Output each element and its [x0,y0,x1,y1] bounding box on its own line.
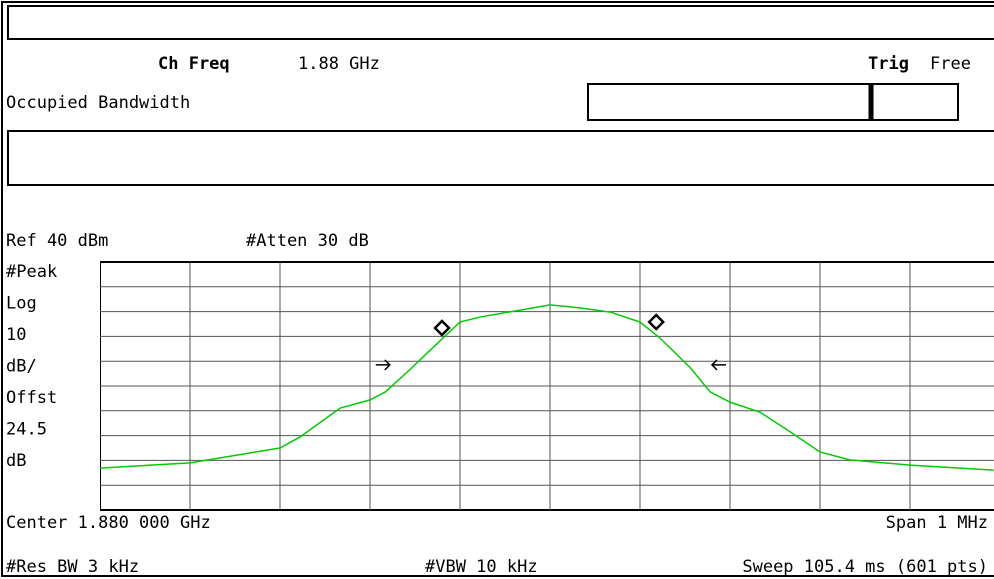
scale-info: 10 [6,325,26,345]
scale-info: 24.5 [6,420,47,440]
vbw: #VBW 10 kHz [425,557,538,577]
bandwidth-arrow [710,359,726,371]
res-bw: #Res BW 3 kHz [6,557,139,577]
atten: #Atten 30 dB [246,231,369,251]
ch-freq-label: Ch Freq [158,54,230,74]
span: Span 1 MHz [886,513,988,533]
marker [433,319,451,337]
plot-area [100,261,994,511]
mode: Occupied Bandwidth [6,93,190,113]
message-box [7,130,994,186]
marker [647,313,665,331]
scale-info: #Peak [6,262,57,282]
center: Center 1.880 000 GHz [6,513,211,533]
scale-info: dB [6,451,26,471]
ref: Ref 40 dBm [6,231,108,251]
sweep: Sweep 105.4 ms (601 pts) [742,557,988,577]
scale-info: dB/ [6,357,37,377]
bandwidth-arrow [375,359,391,371]
ch-freq: 1.88 GHz [298,54,380,74]
scale-info: Log [6,294,37,314]
trig: Free [930,54,971,74]
status-box [587,83,959,121]
trig-label: Trig [868,54,909,74]
trace [100,304,994,471]
scale-info: Offst [6,388,57,408]
top-box [7,5,994,40]
